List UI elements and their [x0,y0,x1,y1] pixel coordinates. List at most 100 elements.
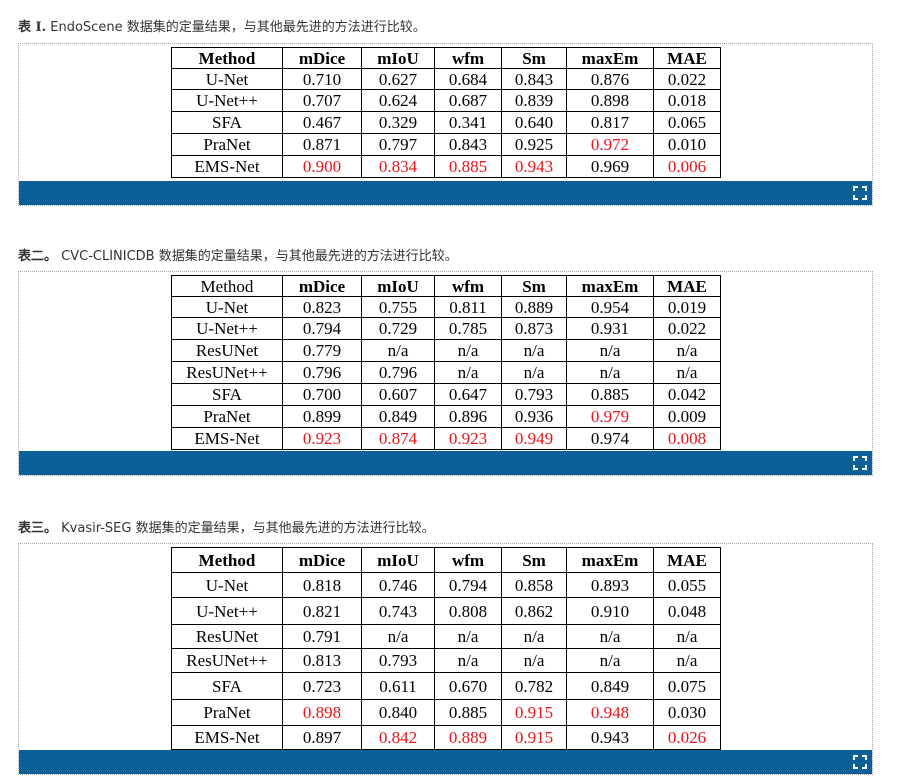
metric-cell: 0.923 [434,427,502,450]
metric-cell: n/a [361,624,435,649]
metric-cell: n/a [434,624,502,649]
method-cell: U-Net++ [171,317,283,340]
metric-cell: n/a [501,624,567,649]
table-header-row: Method mDice mIoU wfm Sm maxEm MAE [171,547,721,573]
metric-cell: 0.915 [501,699,567,726]
metric-cell: n/a [566,361,654,384]
metric-cell: 0.948 [566,699,654,726]
method-cell: SFA [171,111,283,134]
metric-cell: 0.022 [653,68,721,90]
metric-cell: 0.065 [653,111,721,134]
metric-cell: n/a [361,339,435,362]
metric-cell: n/a [653,339,721,362]
metric-cell: 0.743 [361,597,435,625]
column-header: maxEm [566,275,654,297]
metric-cell: 0.329 [361,111,435,134]
table-header-row: Method mDice mIoU wfm Sm maxEm MAE [171,275,721,297]
method-cell: U-Net++ [171,89,283,112]
metric-cell: 0.026 [653,725,721,750]
metric-cell: 0.729 [361,317,435,340]
metric-cell: n/a [501,648,567,673]
method-cell: SFA [171,383,283,406]
caption-prefix: 表二。 [18,249,58,264]
column-header: maxEm [566,47,654,69]
expand-icon[interactable] [853,456,867,470]
column-header: MAE [653,547,721,573]
metric-cell: 0.839 [501,89,567,112]
table-row: ResUNet++ 0.813 0.793 n/a n/a n/a n/a [171,648,721,673]
metric-cell: n/a [653,361,721,384]
caption-text: EndoScene 数据集的定量结果，与其他最先进的方法进行比较。 [46,20,426,35]
metric-cell: 0.797 [361,133,435,156]
metric-cell: 0.008 [653,427,721,450]
metric-cell: 0.949 [501,427,567,450]
metric-cell: 0.684 [434,68,502,90]
table-frame-2: Method mDice mIoU wfm Sm maxEm MAE U-Net 0.823 0.… [18,271,873,476]
table-row: U-Net 0.818 0.746 0.794 0.858 0.893 0.055 [171,572,721,598]
method-cell: PraNet [171,405,283,428]
metric-cell: 0.075 [653,672,721,700]
column-header: mDice [282,47,362,69]
metric-cell: 0.813 [282,648,362,673]
metric-cell: n/a [501,339,567,362]
metric-cell: 0.700 [282,383,362,406]
table-frame-3: Method mDice mIoU wfm Sm maxEm MAE U-Net 0.818 0.… [18,543,873,775]
column-header: Method [171,275,283,297]
metric-cell: 0.873 [501,317,567,340]
table-row: U-Net++ 0.707 0.624 0.687 0.839 0.898 0.018 [171,89,721,112]
metric-cell: 0.885 [566,383,654,406]
metric-cell: 0.723 [282,672,362,700]
metric-cell: n/a [434,361,502,384]
metric-cell: 0.793 [501,383,567,406]
column-header: mDice [282,275,362,297]
metric-cell: 0.808 [434,597,502,625]
metric-cell: 0.746 [361,572,435,598]
metric-cell: 0.018 [653,89,721,112]
column-header: Method [171,47,283,69]
metric-cell: 0.943 [501,155,567,178]
metric-cell: 0.796 [282,361,362,384]
column-header: mDice [282,547,362,573]
metric-cell: 0.611 [361,672,435,700]
table-row: ResUNet 0.779 n/a n/a n/a n/a n/a [171,339,721,362]
method-cell: EMS-Net [171,725,283,750]
metric-cell: 0.898 [566,89,654,112]
column-header: MAE [653,47,721,69]
column-header: MAE [653,275,721,297]
metric-cell: 0.755 [361,296,435,318]
method-cell: EMS-Net [171,155,283,178]
metric-cell: 0.843 [501,68,567,90]
expand-icon[interactable] [853,186,867,200]
table-row: ResUNet 0.791 n/a n/a n/a n/a n/a [171,624,721,649]
metric-cell: 0.019 [653,296,721,318]
metric-cell: 0.794 [434,572,502,598]
metric-cell: 0.607 [361,383,435,406]
metric-cell: n/a [501,361,567,384]
metric-cell: 0.874 [361,427,435,450]
metric-cell: 0.779 [282,339,362,362]
expand-icon[interactable] [853,755,867,769]
caption-text: CVC-CLINICDB 数据集的定量结果，与其他最先进的方法进行比较。 [57,249,458,264]
metric-cell: 0.793 [361,648,435,673]
caption-prefix: 表三。 [18,521,58,536]
metric-cell: 0.818 [282,572,362,598]
method-cell: U-Net [171,296,283,318]
metric-cell: 0.823 [282,296,362,318]
metric-cell: 0.030 [653,699,721,726]
method-cell: U-Net [171,572,283,598]
column-header: Sm [501,547,567,573]
metric-cell: 0.885 [434,699,502,726]
metric-cell: 0.821 [282,597,362,625]
metric-cell: 0.811 [434,296,502,318]
metric-cell: 0.707 [282,89,362,112]
table-toolbar [19,750,872,774]
metric-cell: 0.640 [501,111,567,134]
method-cell: ResUNet [171,624,283,649]
table-row: U-Net++ 0.821 0.743 0.808 0.862 0.910 0.048 [171,597,721,625]
metric-cell: 0.889 [501,296,567,318]
table-row: ResUNet++ 0.796 0.796 n/a n/a n/a n/a [171,361,721,384]
metric-cell: 0.785 [434,317,502,340]
metric-cell: 0.010 [653,133,721,156]
table-row: PraNet 0.899 0.849 0.896 0.936 0.979 0.009 [171,405,721,428]
column-header: mIoU [361,275,435,297]
